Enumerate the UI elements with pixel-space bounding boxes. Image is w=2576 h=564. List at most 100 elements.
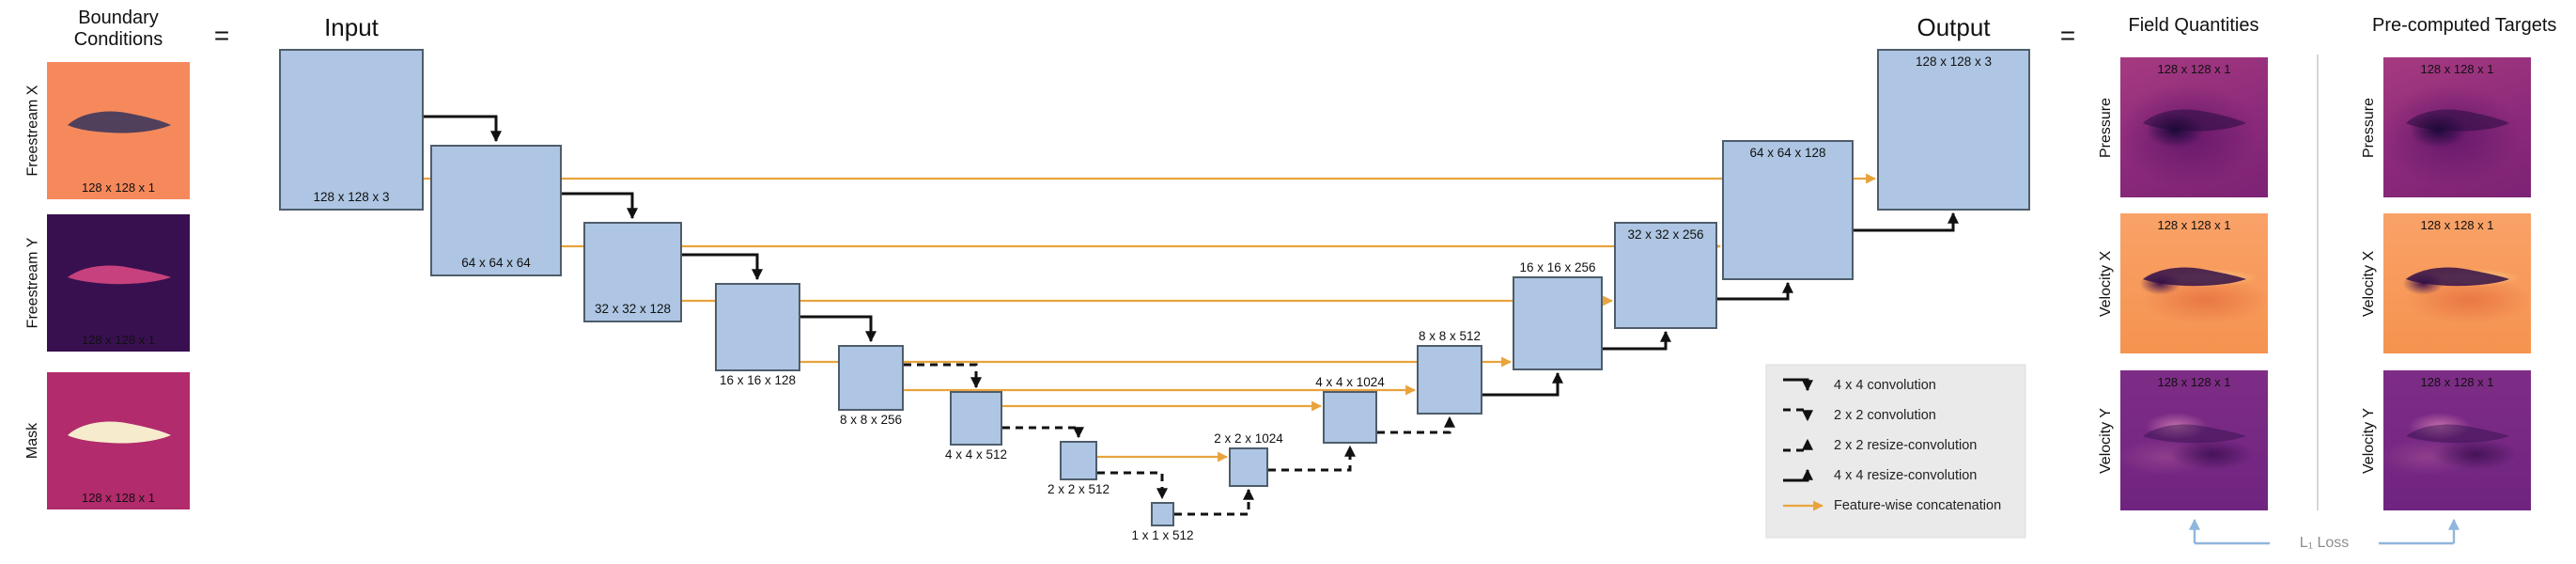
mask-label: Mask (23, 372, 43, 509)
unet-block-label: 4 x 4 x 512 (944, 447, 1008, 462)
airfoil-shape (2143, 267, 2246, 287)
unet-block-label: 32 x 32 x 128 (594, 302, 672, 316)
unet-block-label: 64 x 64 x 64 (461, 256, 531, 270)
unet-block-enc-4: 4 x 4 x 512 (945, 391, 1007, 462)
rotated-label-text: Velocity X (2098, 250, 2115, 317)
legend-icon-4x4-conv (1783, 378, 1813, 392)
unet-block-dec-32: 32 x 32 x 256 (1614, 222, 1717, 329)
boundary-image-freestream-x: Freestream X 128 x 128 x 1 (24, 62, 190, 199)
airfoil-shape (2143, 109, 2246, 132)
precomputed-targets-title: Pre-computed Targets (2372, 15, 2557, 36)
freestream-y-image: 128 x 128 x 1 (47, 214, 190, 352)
airfoil-shape (2406, 267, 2509, 287)
image-dims: 128 x 128 x 1 (2157, 62, 2231, 76)
velocity-x-label: Velocity X (2359, 213, 2380, 353)
legend-item-4x4-resize-conv: 4 x 4 resize-convolution (1834, 468, 1978, 483)
image-dims: 128 x 128 x 1 (2157, 375, 2231, 389)
unet-block-dec-64: 64 x 64 x 128 (1722, 140, 1854, 280)
field-velocity-x: Velocity X 128 x 128 x 1 (2098, 213, 2268, 353)
image-dims: 128 x 128 x 1 (2157, 218, 2231, 232)
image-dims: 128 x 128 x 1 (81, 180, 156, 195)
legend-item-4x4-conv: 4 x 4 convolution (1834, 378, 1936, 393)
unet-block-label: 4 x 4 x 1024 (1315, 375, 1385, 389)
unet-block-label: 8 x 8 x 512 (1418, 329, 1482, 343)
boundary-conditions-title: Boundary Conditions (73, 8, 163, 50)
airfoil-shape (2406, 424, 2509, 444)
unet-block-bottleneck-1: 1 x 1 x 512 (1131, 502, 1194, 542)
output-title: Output (1916, 13, 1991, 41)
velocity-y-image: 128 x 128 x 1 (2120, 370, 2268, 510)
image-dims: 128 x 128 x 1 (81, 333, 156, 347)
l1-loss-label: L₁ Loss (2270, 532, 2379, 555)
field-velocity-y: Velocity Y 128 x 128 x 1 (2098, 370, 2268, 510)
unet-block-label: 128 x 128 x 3 (1915, 55, 1993, 69)
image-dims: 128 x 128 x 1 (2420, 218, 2494, 232)
velocity-y-label: Velocity Y (2096, 370, 2117, 510)
unet-block-enc-16: 16 x 16 x 128 (715, 283, 800, 387)
velocity-y-label: Velocity Y (2359, 370, 2380, 510)
unet-block-label: 16 x 16 x 128 (719, 373, 797, 387)
airfoil-shape (2143, 424, 2246, 444)
legend-icon-4x4-resize-conv (1783, 468, 1813, 482)
rotated-label-text: Pressure (2361, 97, 2377, 158)
image-dims: 128 x 128 x 1 (2420, 375, 2494, 389)
equals-left: = (213, 21, 230, 50)
unet-block-label: 32 x 32 x 256 (1627, 227, 1704, 242)
field-pressure: Pressure 128 x 128 x 1 (2098, 57, 2268, 197)
field-quantities-title: Field Quantities (2128, 15, 2259, 36)
target-velocity-y: Velocity Y 128 x 128 x 1 (2361, 370, 2531, 510)
rotated-label-text: Mask (24, 422, 41, 460)
unet-block-label: 16 x 16 x 256 (1519, 260, 1596, 274)
freestream-x-label: Freestream X (23, 62, 43, 199)
target-pressure: Pressure 128 x 128 x 1 (2361, 57, 2531, 197)
legend-icon-2x2-resize-conv (1783, 438, 1813, 452)
unet-block-enc-8: 8 x 8 x 256 (838, 345, 904, 427)
rotated-label-text: Velocity Y (2098, 407, 2114, 474)
pressure-label: Pressure (2096, 57, 2117, 197)
airfoil-shape (68, 265, 171, 285)
rotated-label-text: Velocity X (2361, 250, 2378, 317)
freestream-y-label: Freestream Y (23, 214, 43, 352)
unet-block-enc-64: 64 x 64 x 64 (430, 145, 562, 276)
legend-icon-2x2-conv (1783, 408, 1813, 422)
unet-block-input-128: 128 x 128 x 3 (279, 49, 424, 211)
unet-block-dec-4: 4 x 4 x 1024 (1315, 375, 1385, 444)
airfoil-shape (2406, 109, 2509, 132)
boundary-image-freestream-y: Freestream Y 128 x 128 x 1 (24, 214, 190, 352)
rotated-label-text: Freestream X (24, 85, 41, 177)
unet-block-dec-8: 8 x 8 x 512 (1417, 329, 1482, 415)
unet-block-label: 8 x 8 x 256 (839, 413, 903, 427)
target-velocity-x: Velocity X 128 x 128 x 1 (2361, 213, 2531, 353)
velocity-x-target-image: 128 x 128 x 1 (2383, 213, 2531, 353)
boundary-image-mask: Mask 128 x 128 x 1 (24, 372, 190, 509)
legend-item-2x2-conv: 2 x 2 convolution (1834, 408, 1936, 423)
airfoil-shape (68, 111, 171, 133)
velocity-x-label: Velocity X (2096, 213, 2117, 353)
input-title: Input (324, 13, 379, 41)
airfoil-shape (68, 421, 171, 444)
unet-block-dec-16: 16 x 16 x 256 (1513, 260, 1603, 370)
unet-block-dec-2: 2 x 2 x 1024 (1214, 431, 1283, 487)
unet-block-enc-2: 2 x 2 x 512 (1047, 441, 1110, 496)
pressure-label: Pressure (2359, 57, 2380, 197)
unet-block-enc-32: 32 x 32 x 128 (583, 222, 682, 322)
image-dims: 128 x 128 x 1 (81, 491, 156, 505)
unet-block-label: 1 x 1 x 512 (1131, 528, 1194, 542)
unet-block-label: 2 x 2 x 512 (1047, 482, 1110, 496)
unet-block-label: 128 x 128 x 3 (313, 190, 390, 204)
rotated-label-text: Pressure (2098, 97, 2114, 158)
pressure-target-image: 128 x 128 x 1 (2383, 57, 2531, 197)
velocity-y-target-image: 128 x 128 x 1 (2383, 370, 2531, 510)
image-dims: 128 x 128 x 1 (2420, 62, 2494, 76)
pressure-image: 128 x 128 x 1 (2120, 57, 2268, 197)
mask-image: 128 x 128 x 1 (47, 372, 190, 509)
unet-block-label: 64 x 64 x 128 (1749, 146, 1826, 160)
rotated-label-text: Velocity Y (2361, 407, 2377, 474)
unet-block-output-128: 128 x 128 x 3 (1877, 49, 2030, 211)
freestream-x-image: 128 x 128 x 1 (47, 62, 190, 199)
unet-block-label: 2 x 2 x 1024 (1214, 431, 1283, 446)
legend-item-concatenation: Feature-wise concatenation (1834, 498, 2002, 513)
legend-item-2x2-resize-conv: 2 x 2 resize-convolution (1834, 438, 1978, 453)
equals-right: = (2059, 21, 2076, 50)
